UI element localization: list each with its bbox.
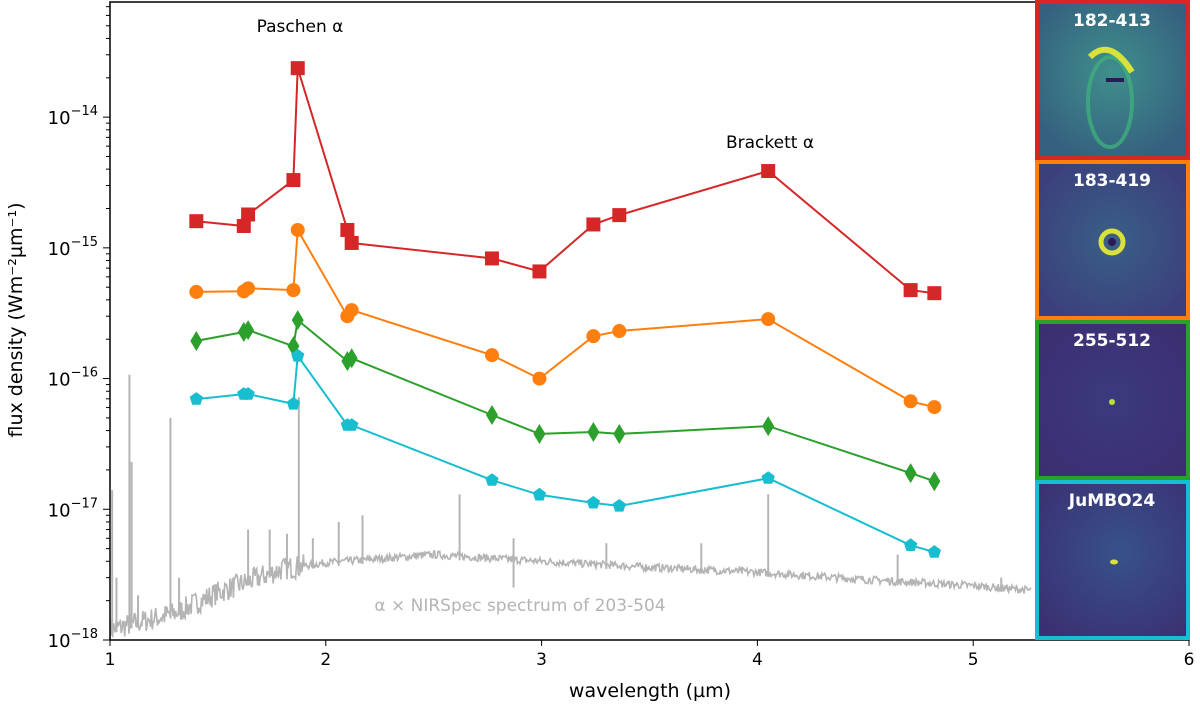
data-point: [242, 320, 255, 341]
x-axis-label: wavelength (µm): [569, 680, 731, 702]
data-point: [612, 499, 626, 512]
data-point: [290, 222, 305, 237]
data-point: [241, 387, 255, 400]
inset-183-419: 183-419: [1035, 160, 1190, 320]
data-point: [241, 207, 256, 222]
data-point: [927, 286, 942, 301]
y-tick-label: 10−14: [48, 104, 98, 129]
series-line: [196, 226, 935, 409]
data-point: [485, 405, 498, 426]
data-point: [291, 310, 304, 331]
data-point: [586, 217, 601, 232]
data-point: [532, 264, 547, 279]
nebula-feature: [1106, 78, 1124, 82]
data-point: [345, 418, 359, 431]
data-point: [290, 61, 305, 76]
data-point: [761, 471, 775, 484]
data-point: [485, 473, 499, 486]
source-feature: [1108, 238, 1116, 246]
source-feature: [1098, 228, 1126, 256]
y-tick-label: 10−15: [48, 235, 98, 260]
y-axis-label: flux density (Wm⁻²µm⁻¹): [5, 202, 27, 437]
data-point: [484, 251, 499, 266]
y-tick-label: 10−16: [48, 366, 98, 391]
data-point: [344, 235, 359, 250]
data-point: [345, 348, 358, 369]
data-point: [612, 324, 627, 339]
data-point: [762, 416, 775, 437]
data-point: [189, 284, 204, 299]
data-point: [927, 545, 941, 558]
data-point: [236, 218, 251, 233]
annotation-paschen-alpha: Paschen α: [257, 17, 344, 37]
data-point: [928, 471, 941, 492]
inset-label: 255-512: [1073, 331, 1151, 351]
data-point: [612, 208, 627, 223]
series-255-512: [190, 310, 941, 492]
data-point: [586, 329, 601, 344]
x-tick-label: 3: [536, 650, 547, 670]
data-point: [190, 330, 203, 351]
x-tick-label: 6: [1184, 650, 1195, 670]
x-tick-label: 1: [105, 650, 116, 670]
data-point: [286, 396, 301, 410]
data-point: [904, 463, 917, 484]
data-point: [532, 487, 547, 501]
data-point: [761, 312, 776, 327]
data-point: [189, 214, 204, 229]
inset-label: 183-419: [1073, 171, 1151, 191]
series-183-419: [189, 222, 942, 415]
x-tick-label: 2: [320, 650, 331, 670]
spectrum-continuum: [109, 549, 1032, 641]
spectrum-label: α × NIRSpec spectrum of 203-504: [374, 596, 665, 616]
data-point: [286, 283, 301, 298]
data-point: [904, 538, 918, 551]
inset-JuMBO24: JuMBO24: [1035, 480, 1190, 640]
y-tick-label: 10−17: [48, 496, 98, 521]
plot-frame: [109, 1, 1190, 641]
x-tick-label: 4: [752, 650, 763, 670]
data-point: [344, 303, 359, 318]
source-feature: [1109, 399, 1115, 405]
data-point: [903, 283, 918, 298]
data-point: [241, 281, 256, 296]
nirspec-spectrum: [109, 374, 1032, 641]
nebula-feature: [1087, 46, 1135, 74]
data-point: [586, 495, 600, 509]
series-line: [196, 318, 935, 483]
data-point: [613, 423, 626, 444]
series-line: [196, 353, 935, 554]
data-point: [903, 394, 918, 409]
data-point: [291, 348, 305, 362]
x-tick-label: 5: [968, 650, 979, 670]
inset-255-512: 255-512: [1035, 320, 1190, 480]
data-point: [484, 348, 499, 363]
inset-label: 182-413: [1073, 11, 1151, 31]
data-point: [286, 173, 301, 188]
data-point: [340, 222, 355, 237]
annotation-brackett-alpha: Brackett α: [726, 133, 814, 153]
data-point: [189, 392, 203, 405]
nebula-feature: [1086, 55, 1134, 149]
data-point: [927, 400, 942, 415]
series-line: [196, 67, 935, 295]
data-point: [761, 164, 776, 179]
y-tick-label: 10−18: [48, 627, 98, 652]
source-feature: [1110, 559, 1118, 565]
series-JuMBO24: [189, 348, 941, 558]
data-point: [587, 422, 600, 443]
data-point: [532, 371, 547, 386]
inset-label: JuMBO24: [1068, 491, 1156, 511]
series-182-413: [189, 61, 942, 301]
data-point: [533, 423, 546, 444]
inset-182-413: 182-413: [1035, 0, 1190, 160]
